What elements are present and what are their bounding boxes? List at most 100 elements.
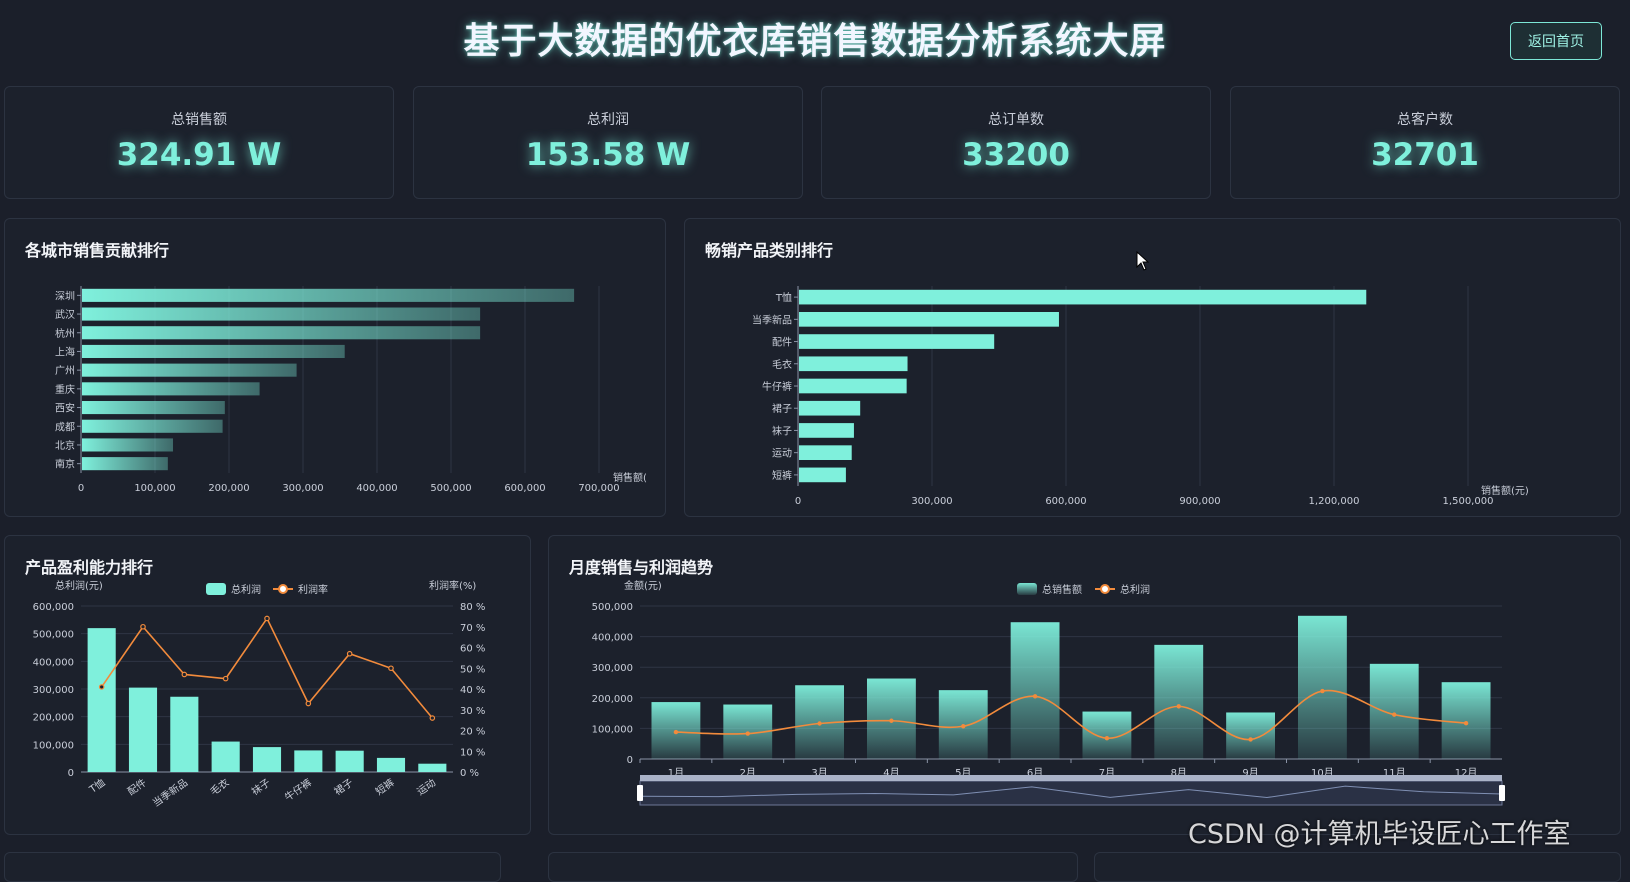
y-right-tick-label: 80 % (460, 602, 485, 613)
y-tick-label: 袜子 (772, 424, 792, 437)
data-zoom-bar (640, 775, 1502, 781)
line-point (98, 684, 105, 690)
mouse-cursor-icon (1136, 251, 1150, 271)
x-tick-label: 700,000 (578, 483, 619, 494)
bar (799, 334, 995, 349)
legend-label: 总利润 (231, 583, 261, 596)
profit-ability-chart: 0 100,000 200,000 300,000 400,000 500,000 600,… (33, 579, 486, 810)
bar (335, 750, 364, 772)
x-tick-label: 100,000 (134, 483, 175, 494)
line-point (1463, 720, 1469, 726)
y-tick-label: 杭州 (55, 327, 75, 340)
y-tick-label: 0 (68, 768, 74, 779)
line-point (264, 615, 270, 622)
x-tick-label: 配件 (125, 777, 148, 798)
bottom-panel-1 (4, 852, 501, 882)
line-point (817, 721, 822, 726)
bar (82, 457, 168, 471)
line-point (140, 623, 146, 630)
x-tick-label: 600,000 (1045, 496, 1086, 507)
category-sales-chart: 0 300,000 600,000 900,000 1,200,000 1,500,000… (752, 286, 1529, 507)
x-tick-label: 500,000 (430, 483, 471, 494)
line-point (1104, 735, 1110, 741)
y-tick-label: 裙子 (772, 402, 792, 415)
line-point (222, 675, 229, 682)
page-title: 基于大数据的优衣库销售数据分析系统大屏 (463, 21, 1167, 62)
legend-label: 总销售额 (1042, 583, 1082, 596)
x-tick-label: 袜子 (249, 776, 273, 798)
line-point (388, 665, 394, 672)
kpi-value: 33200 (962, 137, 1070, 173)
x-tick-label: 0 (78, 483, 84, 494)
bar (87, 628, 116, 772)
y-tick-label: 上海 (55, 345, 75, 358)
y-tick-label: 重庆 (55, 383, 75, 396)
bar (799, 467, 846, 483)
line-point (305, 700, 312, 707)
y-right-tick-label: 20 % (460, 727, 485, 738)
kpi-label: 总订单数 (988, 112, 1044, 128)
legend-bar-swatch (1017, 583, 1037, 595)
kpi-card-total-customers: 总客户数 32701 (1230, 86, 1620, 199)
bar (82, 419, 223, 433)
bar (82, 401, 225, 415)
back-home-button[interactable]: 返回首页 (1510, 22, 1602, 60)
line-point (1248, 737, 1253, 742)
y-tick-label: 毛衣 (772, 358, 792, 371)
bar (1441, 682, 1491, 759)
y-tick-label: 成都 (55, 421, 75, 433)
y-tick-label: 0 (627, 755, 633, 766)
bar (799, 312, 1059, 327)
bottom-panel-2 (548, 852, 1078, 882)
bar (1297, 615, 1347, 759)
y-axis-label: 总利润(元) (55, 579, 103, 592)
x-tick-label: 300,000 (911, 496, 952, 507)
bar (82, 363, 297, 377)
bar (82, 344, 345, 358)
bar (799, 289, 1367, 305)
line-point (181, 671, 188, 678)
y-tick-label: 500,000 (33, 630, 74, 641)
y-tick-label: 配件 (772, 337, 792, 349)
panel-title: 产品盈利能力排行 (25, 558, 154, 577)
bar (1010, 622, 1060, 759)
y-right-tick-label: 60 % (460, 644, 485, 655)
x-tick-label: 运动 (415, 777, 438, 798)
y-tick-label: 西安 (55, 402, 75, 415)
x-tick-label: 裙子 (332, 776, 356, 798)
y-right-tick-label: 10 % (460, 747, 485, 758)
bar (82, 382, 260, 396)
y-right-tick-label: 30 % (460, 706, 485, 717)
data-zoom-preview (639, 785, 1503, 799)
x-tick-label: 短裤 (373, 776, 397, 798)
kpi-value: 32701 (1371, 137, 1479, 173)
x-tick-label: 1,500,000 (1443, 496, 1494, 507)
x-tick-label: 1,200,000 (1309, 496, 1360, 507)
y-right-tick-label: 0 % (460, 768, 479, 779)
data-zoom-handle-left[interactable] (637, 785, 643, 801)
bar (294, 750, 323, 772)
bar (799, 378, 907, 394)
watermark: CSDN @计算机毕设匠心工作室 (1188, 819, 1571, 850)
x-tick-label: 200,000 (208, 483, 249, 494)
y-tick-label: 300,000 (592, 663, 633, 674)
y-tick-label: 400,000 (592, 633, 633, 644)
data-zoom-handle-right[interactable] (1499, 785, 1505, 801)
bar (376, 757, 406, 772)
kpi-value: 153.58 W (525, 137, 691, 173)
data-zoom-slider[interactable] (639, 780, 1503, 806)
x-tick-label: 600,000 (504, 483, 545, 494)
legend-label: 利润率 (298, 583, 328, 596)
kpi-label: 总销售额 (171, 112, 227, 128)
bar (211, 741, 240, 772)
y-right-tick-label: 70 % (460, 623, 485, 634)
legend-line-marker (278, 584, 288, 594)
y-tick-label: 200,000 (592, 694, 633, 705)
x-tick-label: 900,000 (1179, 496, 1220, 507)
y-tick-label: 300,000 (33, 685, 74, 696)
y-tick-label: 500,000 (592, 602, 633, 613)
kpi-card-total-sales: 总销售额 324.91 W (4, 86, 394, 199)
x-tick-label: 当季新品 (150, 776, 190, 810)
line-point (889, 718, 894, 723)
